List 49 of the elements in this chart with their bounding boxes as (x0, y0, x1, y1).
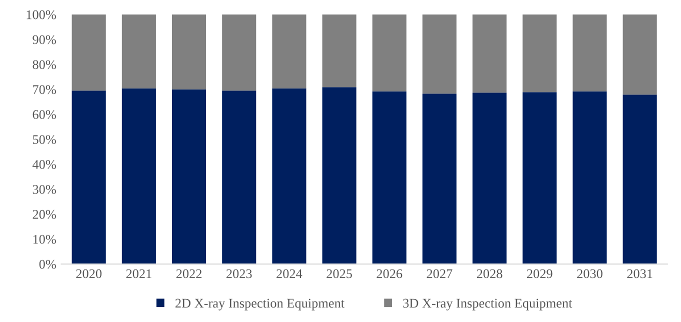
bar (272, 14, 306, 88)
bar (422, 94, 456, 264)
x-tick-label: 2020 (76, 269, 102, 278)
x-tick-label: 2025 (326, 269, 352, 278)
x-tick-label: 2023 (226, 269, 252, 278)
y-tick-label: 90% (32, 35, 56, 44)
x-tick-label: 2030 (577, 269, 602, 278)
bar (222, 90, 256, 264)
y-tick-label: 100% (26, 10, 56, 20)
bar (122, 88, 156, 264)
y-tick-label: 50% (33, 135, 56, 144)
x-tick-label: 2027 (426, 269, 452, 278)
x-tick-label: 2031 (627, 269, 652, 278)
bar (572, 91, 607, 264)
bar (522, 92, 557, 264)
y-tick-label: 40% (32, 160, 56, 169)
bar (372, 14, 406, 92)
x-tick-label: 2029 (527, 269, 552, 278)
legend-label: 2D X-ray Inspection Equipment (175, 298, 344, 310)
y-tick-label: 20% (32, 210, 56, 219)
bar (622, 94, 657, 264)
x-tick-label: 2022 (176, 269, 202, 278)
y-tick-label: 10% (33, 234, 56, 244)
bar (322, 14, 356, 88)
bar (222, 14, 256, 91)
bar (172, 89, 206, 264)
y-tick-label: 70% (33, 85, 56, 94)
bar (172, 14, 206, 90)
y-tick-label: 30% (32, 184, 56, 194)
y-tick-label: 80% (32, 60, 56, 70)
bar (472, 92, 507, 264)
x-tick-label: 2028 (476, 269, 502, 278)
legend-label: 3D X-ray Inspection Equipment (403, 298, 572, 310)
bar (472, 14, 507, 93)
x-tick-label: 2024 (276, 269, 302, 278)
bar (272, 88, 306, 264)
bar (72, 90, 106, 264)
bar (122, 14, 156, 88)
bar (72, 14, 106, 91)
bar (372, 91, 406, 264)
bar (622, 14, 657, 95)
y-tick-label: 0% (39, 260, 56, 269)
bar (322, 87, 356, 264)
x-tick-label: 2021 (126, 269, 152, 278)
x-tick-label: 2026 (376, 269, 402, 278)
bar (522, 14, 557, 92)
y-tick-label: 60% (32, 110, 56, 120)
bar (422, 14, 456, 94)
bar (572, 14, 607, 92)
